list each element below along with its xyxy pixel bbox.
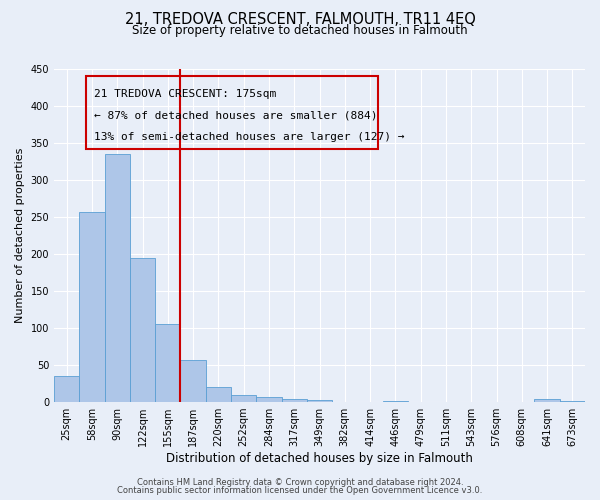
Bar — [79, 212, 104, 402]
Text: Contains public sector information licensed under the Open Government Licence v3: Contains public sector information licen… — [118, 486, 482, 495]
Bar — [231, 394, 256, 402]
Text: Contains HM Land Registry data © Crown copyright and database right 2024.: Contains HM Land Registry data © Crown c… — [137, 478, 463, 487]
Text: 21, TREDOVA CRESCENT, FALMOUTH, TR11 4EQ: 21, TREDOVA CRESCENT, FALMOUTH, TR11 4EQ — [125, 12, 475, 28]
Bar — [181, 360, 206, 402]
Bar — [104, 154, 130, 402]
Bar — [256, 397, 281, 402]
Bar — [206, 388, 231, 402]
X-axis label: Distribution of detached houses by size in Falmouth: Distribution of detached houses by size … — [166, 452, 473, 465]
Text: 21 TREDOVA CRESCENT: 175sqm: 21 TREDOVA CRESCENT: 175sqm — [94, 89, 276, 99]
Bar — [54, 376, 79, 402]
Bar — [130, 258, 155, 402]
Bar — [281, 399, 307, 402]
Text: ← 87% of detached houses are smaller (884): ← 87% of detached houses are smaller (88… — [94, 110, 377, 120]
Bar — [307, 400, 332, 402]
Bar — [535, 399, 560, 402]
Text: Size of property relative to detached houses in Falmouth: Size of property relative to detached ho… — [132, 24, 468, 37]
Bar — [383, 400, 408, 402]
Y-axis label: Number of detached properties: Number of detached properties — [15, 148, 25, 323]
Bar — [560, 400, 585, 402]
Bar — [155, 324, 181, 402]
Text: 13% of semi-detached houses are larger (127) →: 13% of semi-detached houses are larger (… — [94, 132, 404, 142]
